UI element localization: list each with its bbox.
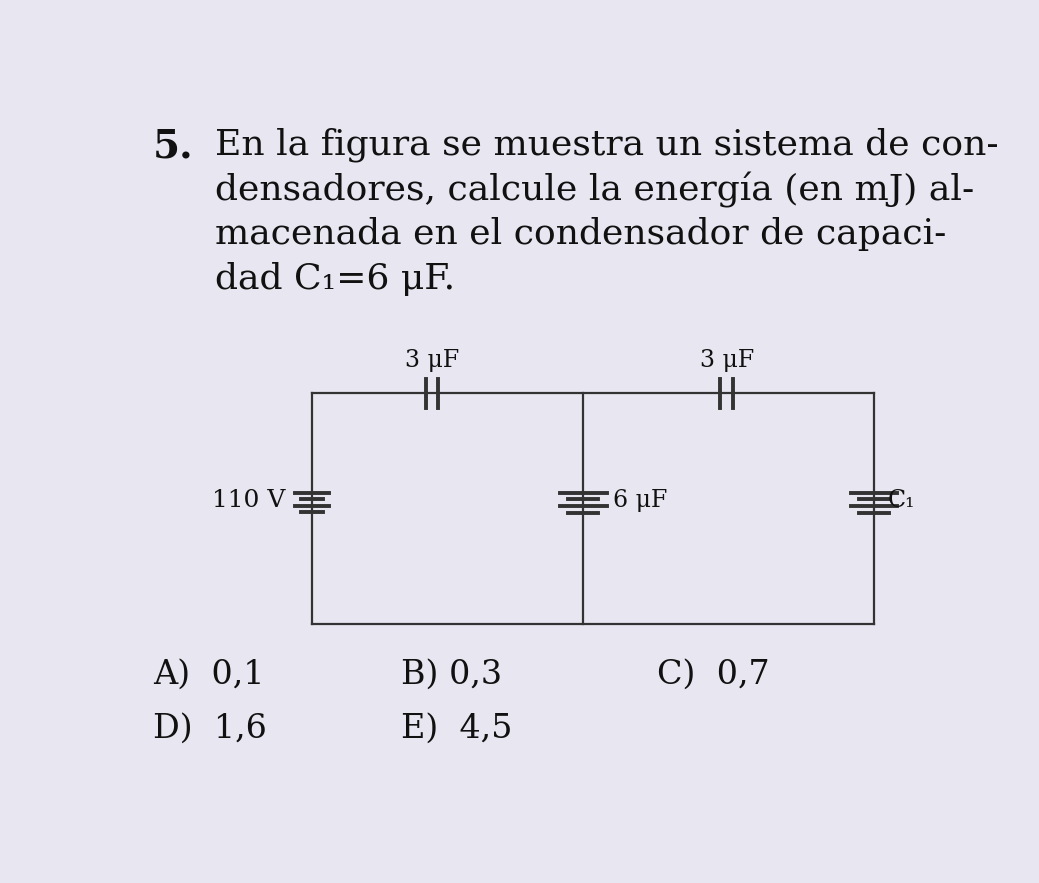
Text: 6 μF: 6 μF bbox=[613, 489, 667, 512]
Text: En la figura se muestra un sistema de con-: En la figura se muestra un sistema de co… bbox=[215, 127, 998, 162]
Text: C)  0,7: C) 0,7 bbox=[657, 659, 770, 691]
Text: densadores, calcule la energía (en mJ) al-: densadores, calcule la energía (en mJ) a… bbox=[215, 172, 975, 208]
Text: C₁: C₁ bbox=[887, 489, 915, 512]
Text: macenada en el condensador de capaci-: macenada en el condensador de capaci- bbox=[215, 217, 947, 251]
Text: 3 μF: 3 μF bbox=[699, 349, 753, 372]
Text: 5.: 5. bbox=[153, 127, 193, 165]
Text: A)  0,1: A) 0,1 bbox=[153, 659, 265, 691]
Text: B) 0,3: B) 0,3 bbox=[401, 659, 502, 691]
Text: dad C₁=6 μF.: dad C₁=6 μF. bbox=[215, 261, 455, 296]
Text: D)  1,6: D) 1,6 bbox=[153, 713, 267, 744]
Text: 110 V: 110 V bbox=[212, 489, 285, 512]
Text: E)  4,5: E) 4,5 bbox=[401, 713, 512, 744]
Text: 3 μF: 3 μF bbox=[405, 349, 459, 372]
